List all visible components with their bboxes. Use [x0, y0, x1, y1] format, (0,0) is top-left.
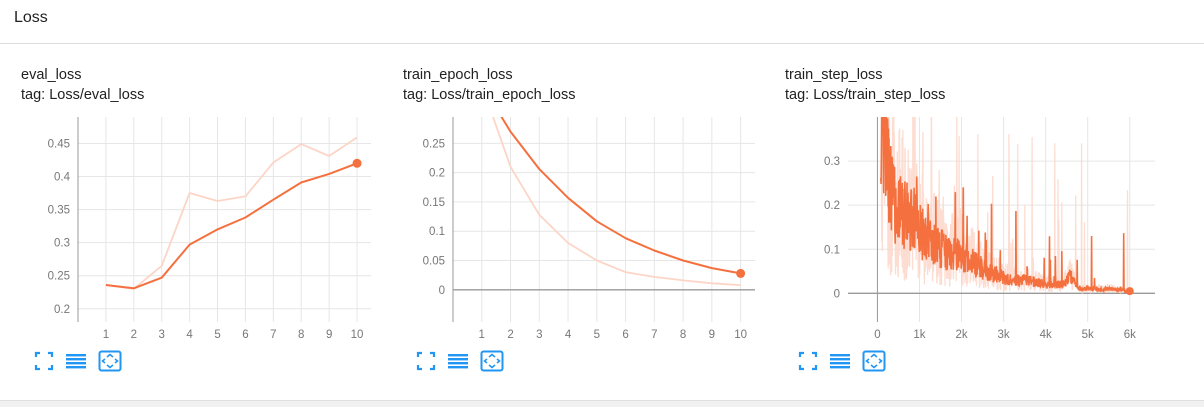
series-smoothed-line	[105, 162, 358, 290]
chart-card-train-epoch-loss: train_epoch_loss tag: Loss/train_epoch_l…	[403, 60, 773, 390]
fullscreen-button[interactable]	[413, 348, 439, 374]
x-tick-label: 9	[326, 329, 332, 340]
toggle-y-log-icon	[66, 354, 86, 369]
x-tick-label: 2	[131, 329, 137, 340]
x-tick-label: 2	[507, 329, 513, 340]
x-tick-label: 2k	[955, 329, 967, 340]
grid	[78, 117, 371, 322]
chart-name: train_step_loss	[785, 67, 883, 83]
x-tick-label: 5	[214, 329, 220, 340]
x-tick-label: 3k	[998, 329, 1010, 340]
x-tick-label: 4k	[1040, 329, 1052, 340]
fit-domain-icon	[98, 350, 122, 372]
fullscreen-icon	[798, 351, 818, 371]
chart-name: train_epoch_loss	[403, 67, 513, 83]
toggle-y-log-button[interactable]	[63, 348, 89, 374]
series-group	[105, 136, 358, 290]
x-tick-label: 3	[159, 329, 165, 340]
y-tick-label: 0.45	[48, 138, 70, 150]
fullscreen-button[interactable]	[31, 348, 57, 374]
x-tick-label: 6	[242, 329, 248, 340]
series-raw-line	[105, 136, 358, 290]
fit-domain-icon	[862, 350, 886, 372]
x-tick-label: 1	[103, 329, 109, 340]
chart-plot[interactable]: 0 0.1 0.2 0.3 0 1k 2k 3k 4k 5k 6k	[785, 60, 1155, 340]
y-tick-label: 0	[834, 288, 840, 300]
x-tick-label: 8	[298, 329, 304, 340]
toggle-y-log-icon	[830, 354, 850, 369]
series-end-point	[1125, 287, 1134, 296]
x-tick-label: 6k	[1124, 329, 1136, 340]
grid	[453, 117, 755, 322]
fit-domain-icon	[480, 350, 504, 372]
chart-card-eval-loss: eval_loss tag: Loss/eval_loss 0.2 0.25 0.3…	[21, 60, 391, 390]
toggle-y-log-button[interactable]	[827, 348, 853, 374]
series-end-point	[352, 158, 362, 168]
toggle-y-log-button[interactable]	[445, 348, 471, 374]
fit-domain-button[interactable]	[97, 348, 123, 374]
x-tick-label: 5	[594, 329, 600, 340]
y-tick-label: 0.3	[824, 156, 840, 168]
section-header: Loss	[0, 0, 1204, 44]
fullscreen-button[interactable]	[795, 348, 821, 374]
y-tick-label: 0.05	[423, 256, 445, 268]
x-tick-label: 10	[351, 329, 364, 340]
series-end-point	[736, 268, 746, 278]
section-title: Loss	[14, 9, 48, 26]
y-tick-label: 0.1	[429, 226, 445, 238]
chart-name: eval_loss	[21, 67, 82, 83]
y-tick-label: 0.35	[48, 205, 70, 217]
series-smoothed-line	[880, 117, 1131, 295]
y-tick-label: 0.2	[54, 304, 70, 316]
y-tick-label: 0.2	[429, 168, 445, 180]
fullscreen-icon	[416, 351, 436, 371]
y-tick-label: 0.25	[48, 271, 70, 283]
chart-tag: tag: Loss/eval_loss	[21, 87, 145, 103]
y-tick-label: 0	[439, 285, 445, 297]
x-tick-label: 1	[479, 329, 485, 340]
chart-tag: tag: Loss/train_epoch_loss	[403, 87, 576, 103]
x-tick-label: 3	[536, 329, 542, 340]
fit-domain-button[interactable]	[861, 348, 887, 374]
chart-tag: tag: Loss/train_step_loss	[785, 87, 946, 103]
series-smoothed-line	[500, 117, 741, 275]
series-group	[880, 117, 1131, 296]
fit-domain-button[interactable]	[479, 348, 505, 374]
y-tick-label: 0.25	[423, 138, 445, 150]
x-tick-label: 5k	[1082, 329, 1094, 340]
x-tick-label: 9	[709, 329, 715, 340]
x-tick-label: 8	[680, 329, 686, 340]
y-tick-label: 0.3	[54, 238, 70, 250]
x-tick-label: 0	[874, 329, 880, 340]
y-tick-label: 0.1	[824, 244, 840, 256]
x-tick-label: 4	[186, 329, 193, 340]
series-raw-line	[492, 117, 741, 286]
fullscreen-icon	[34, 351, 54, 371]
toggle-y-log-icon	[448, 354, 468, 369]
x-tick-label: 10	[734, 329, 747, 340]
x-tick-label: 4	[565, 329, 572, 340]
x-tick-label: 7	[651, 329, 657, 340]
y-tick-label: 0.2	[824, 200, 840, 212]
y-tick-label: 0.15	[423, 197, 445, 209]
bottom-divider	[0, 400, 1204, 407]
series-group	[492, 117, 741, 286]
x-tick-label: 1k	[913, 329, 925, 340]
chart-plot[interactable]: 0 0.05 0.1 0.15 0.2 0.25 1 2 3 4 5 6 7 8 9 10	[403, 60, 773, 340]
chart-plot[interactable]: 0.2 0.25 0.3 0.35 0.4 0.45 1 2 3 4 5 6 7 8 9 10	[21, 60, 391, 340]
x-tick-label: 7	[270, 329, 276, 340]
x-tick-label: 6	[622, 329, 628, 340]
y-tick-label: 0.4	[54, 172, 71, 184]
chart-card-train-step-loss: train_step_loss tag: Loss/train_step_los…	[785, 60, 1155, 390]
